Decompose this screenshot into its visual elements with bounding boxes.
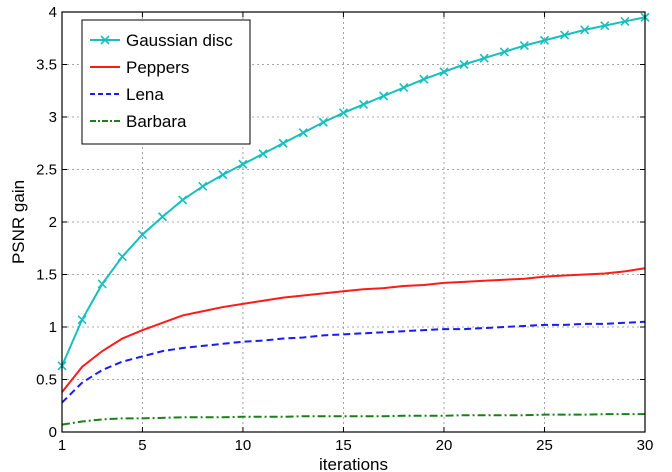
- data-point-gaussian-disc: [560, 30, 570, 40]
- x-tick-label: 30: [637, 437, 654, 454]
- x-tick-label: 20: [436, 437, 453, 454]
- y-tick-label: 3.5: [36, 57, 57, 74]
- data-point-gaussian-disc: [278, 138, 288, 148]
- data-point-gaussian-disc: [338, 108, 349, 118]
- series-line-peppers: [61, 267, 646, 393]
- y-tick-label: 2.5: [36, 162, 57, 179]
- data-point-gaussian-disc: [97, 279, 107, 289]
- series-peppers: [61, 267, 646, 393]
- data-point-gaussian-disc: [419, 74, 429, 84]
- x-tick-label: 15: [335, 437, 352, 454]
- y-tick-label: 2: [49, 214, 57, 231]
- data-point-gaussian-disc: [539, 35, 550, 45]
- data-point-gaussian-disc: [238, 159, 248, 169]
- x-axis-label: iterations: [319, 455, 388, 472]
- y-tick-label: 1.5: [36, 267, 57, 284]
- series-line-lena: [61, 320, 646, 404]
- y-axis-label: PSNR gain: [9, 180, 28, 264]
- data-point-gaussian-disc: [358, 99, 369, 109]
- y-tick-label: 1: [49, 319, 57, 336]
- data-point-gaussian-disc: [600, 21, 610, 31]
- legend-item-barbara: Barbara: [90, 112, 187, 131]
- data-point-gaussian-disc: [459, 59, 469, 70]
- data-point-gaussian-disc: [479, 53, 489, 63]
- data-point-gaussian-disc: [178, 195, 188, 205]
- data-point-gaussian-disc: [77, 315, 87, 325]
- legend-marker: [100, 35, 110, 45]
- y-tick-label: 4: [49, 4, 57, 21]
- legend-item-gaussian-disc: Gaussian disc: [90, 31, 233, 50]
- data-point-gaussian-disc: [218, 170, 228, 180]
- data-point-gaussian-disc: [318, 117, 328, 127]
- data-point-gaussian-disc: [379, 91, 389, 101]
- series-lena: [61, 320, 646, 404]
- legend-label: Lena: [126, 85, 164, 104]
- legend-item-peppers: Peppers: [90, 58, 189, 77]
- legend-label: Gaussian disc: [126, 31, 233, 50]
- data-point-gaussian-disc: [439, 67, 449, 77]
- legend-label: Barbara: [126, 112, 187, 131]
- x-tick-label: 10: [235, 437, 252, 454]
- x-tick-label: 25: [536, 437, 553, 454]
- series-layer: [57, 12, 650, 426]
- data-point-gaussian-disc: [298, 128, 308, 138]
- y-tick-label: 3: [49, 109, 57, 126]
- data-point-gaussian-disc: [137, 230, 147, 240]
- data-point-gaussian-disc: [399, 83, 409, 93]
- data-point-gaussian-disc: [499, 47, 509, 57]
- data-point-gaussian-disc: [157, 212, 168, 222]
- x-tick-label: 5: [138, 437, 146, 454]
- legend: Gaussian disc Peppers Lena Barbara: [81, 19, 251, 145]
- data-point-gaussian-disc: [580, 25, 590, 35]
- data-point-gaussian-disc: [620, 16, 630, 27]
- series-barbara: [61, 413, 645, 426]
- legend-item-lena: Lena: [90, 85, 164, 104]
- data-point-gaussian-disc: [117, 252, 127, 262]
- x-tick-label: 1: [58, 437, 66, 454]
- y-tick-label: 0.5: [36, 372, 57, 389]
- data-point-gaussian-disc: [198, 181, 208, 191]
- legend-label: Peppers: [126, 58, 189, 77]
- y-tick-label: 0: [49, 424, 57, 441]
- series-line-barbara: [61, 413, 645, 426]
- data-point-gaussian-disc: [258, 149, 268, 159]
- data-point-gaussian-disc: [519, 41, 529, 51]
